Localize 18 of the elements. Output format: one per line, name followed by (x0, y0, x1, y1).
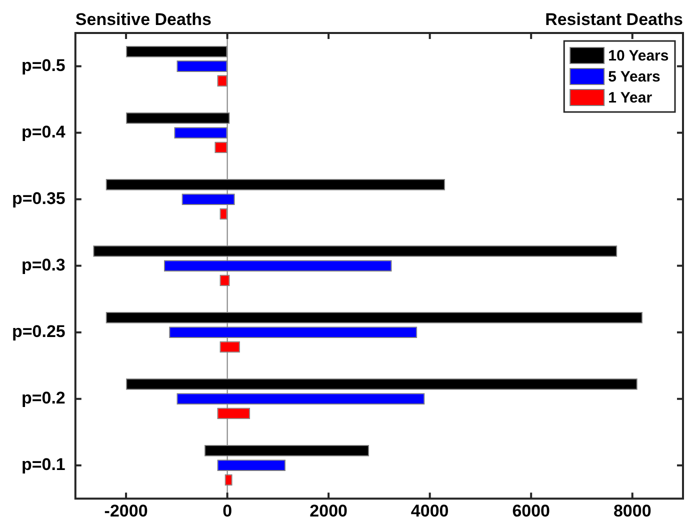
x-tick-label: 4000 (410, 501, 449, 520)
x-tick-label: 8000 (613, 501, 652, 520)
legend-label: 1 Year (608, 90, 652, 107)
y-tick-label: p=0.5 (21, 56, 66, 75)
x-tick-label: 6000 (512, 501, 550, 520)
text: Sensitive Deaths (75, 10, 212, 30)
x-tick-label: 0 (222, 501, 232, 520)
y-tick-label: p=0.25 (12, 322, 66, 341)
legend-label: 10 Years (608, 48, 669, 65)
y-tick-label: p=0.4 (21, 122, 66, 142)
text: Resistant Deaths (545, 10, 683, 30)
x-tick-label: 2000 (310, 501, 348, 520)
y-tick-label: p=0.35 (12, 188, 66, 208)
y-tick-label: p=0.1 (21, 455, 66, 474)
legend-label: 5 Years (608, 68, 660, 86)
x-tick-label: -2000 (104, 501, 148, 520)
y-tick-label: p=0.2 (21, 388, 66, 408)
y-tick-label: p=0.3 (21, 255, 66, 274)
